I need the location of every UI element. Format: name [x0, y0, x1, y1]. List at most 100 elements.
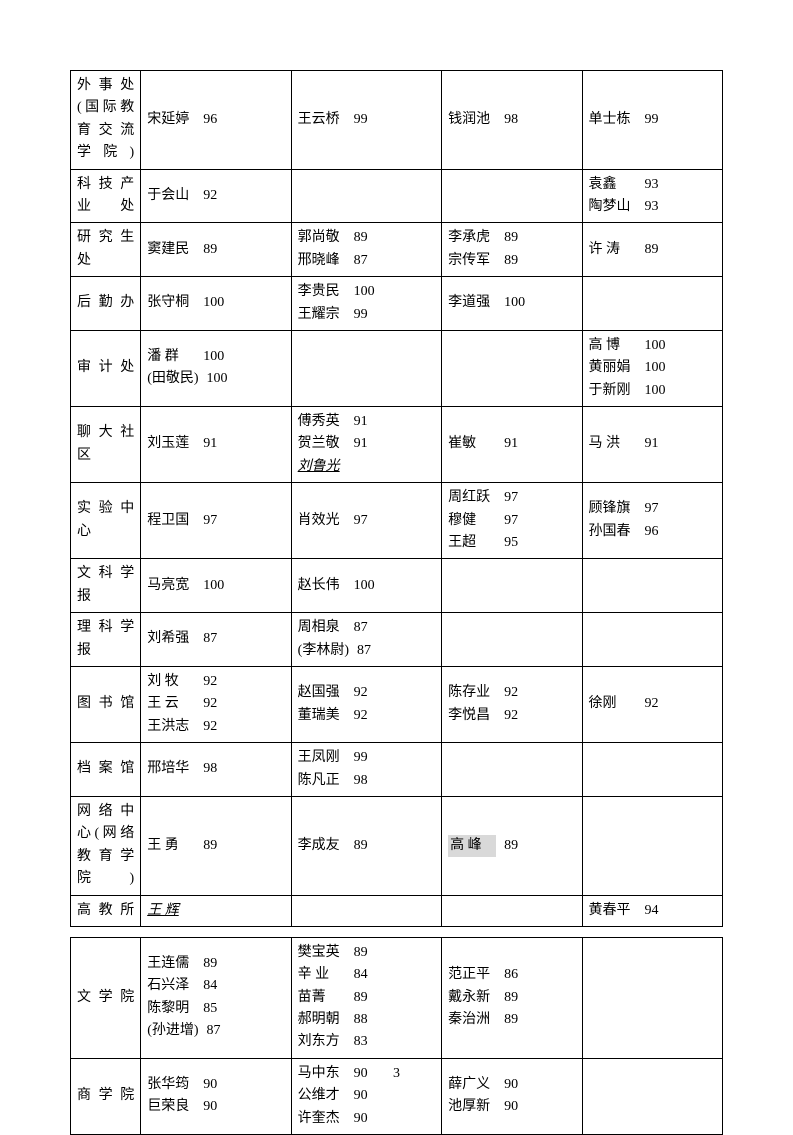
data-cell: 李成友89 [291, 796, 441, 895]
table-row: 科 技 产业处于会山92 袁鑫 93陶梦山 93 [71, 169, 723, 223]
score: 90 [504, 1096, 518, 1118]
data-cell: 樊宝英89辛 业84苗菁89郝明朝88刘东方83 [291, 937, 441, 1058]
data-cell: 郭尚敬89邢晓峰87 [291, 223, 441, 277]
score: 89 [504, 987, 518, 1009]
entry: 王超95 [448, 532, 575, 554]
score: 93 [645, 174, 659, 196]
score: 89 [203, 239, 217, 261]
entry: 宋延婷96 [147, 109, 284, 131]
score: 89 [203, 953, 217, 975]
score: 89 [203, 835, 217, 857]
score: 94 [645, 900, 659, 922]
data-cell [582, 613, 722, 667]
data-cell: 陈存业92李悦昌92 [442, 666, 582, 742]
score: 100 [354, 281, 375, 303]
table-row: 研 究 生处窦建民89郭尚敬89邢晓峰87李承虎89宗传军89许 涛89 [71, 223, 723, 277]
table-row: 档案馆邢培华98王凤刚99陈凡正98 [71, 743, 723, 797]
score: 100 [645, 380, 666, 402]
data-cell: 马 洪91 [582, 407, 722, 483]
page-number: 3 [0, 1066, 793, 1082]
entry: 潘 群100 [147, 346, 284, 368]
entry: 王 辉 [147, 900, 284, 922]
score: 97 [504, 510, 518, 532]
dept-cell: 科 技 产业处 [71, 169, 141, 223]
person-name: (孙进增) [147, 1020, 198, 1042]
dept-cell: 图书馆 [71, 666, 141, 742]
score: 89 [354, 227, 368, 249]
entry: 王凤刚99 [298, 747, 435, 769]
table-row: 文 科 学报马亮宽100赵长伟100 [71, 559, 723, 613]
person-name: 于会山 [147, 185, 195, 207]
score: 100 [207, 368, 228, 390]
data-cell [582, 559, 722, 613]
person-name: 袁鑫 [589, 174, 637, 196]
person-name: 李道强 [448, 292, 496, 314]
entry: 董瑞美92 [298, 705, 435, 727]
entry: 公维才90 [298, 1085, 435, 1107]
score: 98 [504, 109, 518, 131]
entry: 刘东方83 [298, 1031, 435, 1053]
person-name: 黄丽娟 [589, 357, 637, 379]
table-row: 网 络 中心(网络教 育 学院)王 勇89李成友89高 峰89 [71, 796, 723, 895]
person-name: 王 云 [147, 693, 195, 715]
entry: 李悦昌92 [448, 705, 575, 727]
data-cell: 徐刚92 [582, 666, 722, 742]
person-name: 郝明朝 [298, 1009, 346, 1031]
score: 95 [504, 532, 518, 554]
entry: 辛 业84 [298, 964, 435, 986]
score: 100 [645, 335, 666, 357]
entry: 马 洪91 [589, 433, 716, 455]
data-cell [442, 559, 582, 613]
score: 89 [645, 239, 659, 261]
person-name: 王耀宗 [298, 304, 346, 326]
data-cell: 周相泉87(李林尉)87 [291, 613, 441, 667]
score: 97 [645, 498, 659, 520]
entry: 袁鑫 93 [589, 174, 716, 196]
score: 92 [504, 705, 518, 727]
person-name: 王 勇 [147, 835, 195, 857]
table-row: 外 事 处(国际教育 交 流学院)宋延婷96王云桥99钱润池98单士栋99 [71, 71, 723, 170]
score: 91 [354, 411, 368, 433]
score: 92 [203, 693, 217, 715]
data-cell: 傅秀英91贺兰敬91刘鲁光 [291, 407, 441, 483]
person-name: 崔敏 [448, 433, 496, 455]
person-name: 马 洪 [589, 433, 637, 455]
tables-container: 外 事 处(国际教育 交 流学院)宋延婷96王云桥99钱润池98单士栋99科 技… [70, 70, 723, 1135]
dept-cell: 网 络 中心(网络教 育 学院) [71, 796, 141, 895]
score: 99 [645, 109, 659, 131]
data-cell: 单士栋99 [582, 71, 722, 170]
score: 89 [504, 835, 518, 857]
data-cell: 范正平86戴永新89秦治洲89 [442, 937, 582, 1058]
person-name: (李林尉) [298, 640, 349, 662]
entry: 程卫国97 [147, 510, 284, 532]
person-name: 王凤刚 [298, 747, 346, 769]
table-row: 理 科 学报刘希强87周相泉87(李林尉)87 [71, 613, 723, 667]
entry: 宗传军89 [448, 250, 575, 272]
data-cell: 邢培华98 [141, 743, 291, 797]
person-name: 陶梦山 [589, 196, 637, 218]
entry: 崔敏91 [448, 433, 575, 455]
entry: 钱润池 98 [448, 109, 575, 131]
score: 86 [504, 964, 518, 986]
person-name: 李贵民 [298, 281, 346, 303]
person-name: 王云桥 [298, 109, 346, 131]
person-name: 范正平 [448, 964, 496, 986]
entry: 刘 牧92 [147, 671, 284, 693]
person-name: 傅秀英 [298, 411, 346, 433]
dept-cell: 高教所 [71, 895, 141, 926]
data-cell: 刘玉莲91 [141, 407, 291, 483]
entry: 刘玉莲91 [147, 433, 284, 455]
person-name: 刘希强 [147, 628, 195, 650]
table-row: 实 验 中心程卫国97肖效光97周红跃97穆健97王超95顾锋旗97孙国春96 [71, 483, 723, 559]
score: 87 [354, 617, 368, 639]
score: 100 [203, 292, 224, 314]
data-cell: 袁鑫 93陶梦山 93 [582, 169, 722, 223]
data-cell: 于会山92 [141, 169, 291, 223]
person-name: 宗传军 [448, 250, 496, 272]
score: 100 [203, 346, 224, 368]
person-name: 钱润池 [448, 109, 496, 131]
score: 87 [357, 640, 371, 662]
entry: 李贵民 100 [298, 281, 435, 303]
entry: 顾锋旗97 [589, 498, 716, 520]
table-row: 文学院王连儒89石兴泽84陈黎明85(孙进增)87樊宝英89辛 业84苗菁89郝… [71, 937, 723, 1058]
